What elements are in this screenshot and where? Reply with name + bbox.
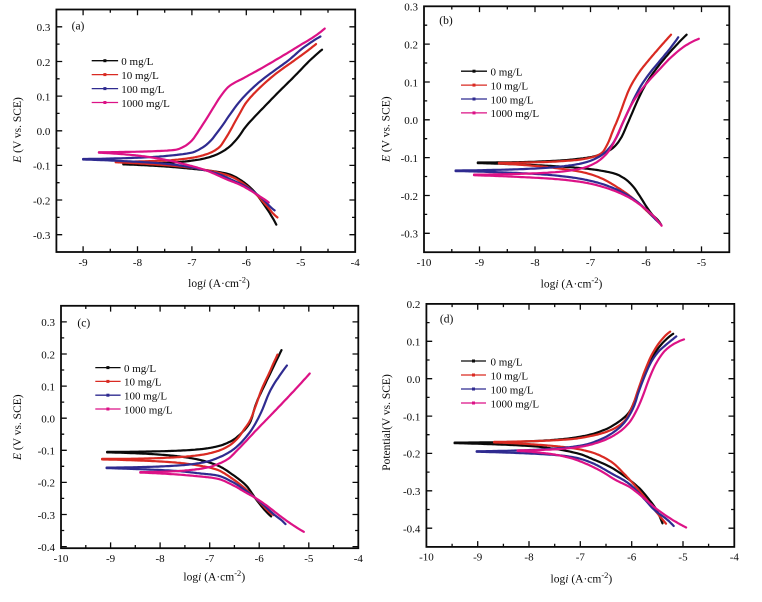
svg-text:logi (A·cm-2): logi (A·cm-2)	[188, 275, 250, 291]
svg-text:0.1: 0.1	[41, 381, 55, 393]
svg-text:-9: -9	[475, 257, 485, 269]
svg-text:-4: -4	[730, 552, 740, 564]
svg-text:0.2: 0.2	[404, 39, 418, 51]
svg-text:0.2: 0.2	[37, 57, 51, 69]
svg-text:0.1: 0.1	[407, 337, 421, 349]
svg-text:-0.3: -0.3	[403, 486, 421, 498]
svg-text:(a): (a)	[72, 21, 85, 33]
svg-text:-8: -8	[156, 553, 166, 565]
svg-text:-0.2: -0.2	[33, 195, 50, 207]
svg-text:0.0: 0.0	[404, 115, 418, 127]
svg-text:-0.4: -0.4	[38, 542, 56, 554]
svg-text:10 mg/L: 10 mg/L	[124, 377, 162, 389]
svg-text:-5: -5	[678, 552, 688, 564]
svg-text:-5: -5	[697, 257, 707, 269]
svg-text:-10: -10	[417, 257, 432, 269]
svg-text:-6: -6	[255, 553, 265, 565]
svg-text:logi (A·cm-2): logi (A·cm-2)	[183, 568, 245, 584]
svg-text:-0.4: -0.4	[403, 524, 421, 536]
svg-text:100 mg/L: 100 mg/L	[491, 384, 534, 396]
svg-text:(c): (c)	[77, 318, 90, 330]
svg-text:-0.2: -0.2	[401, 191, 418, 203]
svg-text:0 mg/L: 0 mg/L	[491, 67, 523, 79]
svg-text:(d): (d)	[440, 314, 454, 326]
svg-text:1000 mg/L: 1000 mg/L	[124, 404, 173, 416]
svg-text:E (V vs. SCE): E (V vs. SCE)	[12, 97, 24, 164]
svg-text:-6: -6	[242, 257, 252, 269]
svg-text:100 mg/L: 100 mg/L	[491, 94, 534, 106]
svg-text:-6: -6	[641, 257, 651, 269]
svg-text:logi (A·cm-2): logi (A·cm-2)	[541, 275, 603, 291]
svg-text:-0.1: -0.1	[38, 446, 55, 458]
svg-text:(b): (b)	[439, 15, 453, 27]
svg-text:1000 mg/L: 1000 mg/L	[121, 98, 170, 110]
svg-text:-6: -6	[627, 552, 637, 564]
svg-text:1000 mg/L: 1000 mg/L	[491, 108, 540, 120]
svg-text:0.2: 0.2	[41, 349, 55, 361]
svg-text:0.1: 0.1	[37, 91, 51, 103]
svg-text:-4: -4	[354, 553, 364, 565]
svg-text:0.0: 0.0	[407, 374, 421, 386]
svg-text:10 mg/L: 10 mg/L	[491, 370, 529, 382]
svg-text:0 mg/L: 0 mg/L	[121, 56, 153, 68]
svg-text:10 mg/L: 10 mg/L	[121, 70, 159, 82]
svg-text:-0.3: -0.3	[401, 229, 419, 241]
svg-text:-8: -8	[524, 552, 534, 564]
svg-text:-8: -8	[530, 257, 540, 269]
svg-text:100 mg/L: 100 mg/L	[121, 84, 164, 96]
svg-text:logi (A·cm-2): logi (A·cm-2)	[551, 570, 613, 586]
svg-text:E (V vs. SCE): E (V vs. SCE)	[12, 394, 24, 461]
svg-text:0.0: 0.0	[37, 126, 51, 138]
svg-text:-7: -7	[576, 552, 586, 564]
svg-text:-9: -9	[106, 553, 116, 565]
svg-text:-8: -8	[133, 257, 143, 269]
svg-text:-0.1: -0.1	[401, 153, 418, 165]
svg-text:-7: -7	[187, 257, 197, 269]
svg-text:0.3: 0.3	[37, 22, 51, 34]
svg-text:0.0: 0.0	[41, 414, 55, 426]
svg-text:-0.1: -0.1	[33, 161, 50, 173]
svg-text:-0.2: -0.2	[38, 478, 55, 490]
svg-text:Potential(V vs. SCE): Potential(V vs. SCE)	[381, 374, 393, 471]
svg-text:0.3: 0.3	[404, 2, 418, 14]
svg-text:-7: -7	[586, 257, 596, 269]
svg-text:0 mg/L: 0 mg/L	[491, 356, 523, 368]
svg-text:100 mg/L: 100 mg/L	[124, 391, 167, 403]
svg-text:-0.3: -0.3	[33, 230, 51, 242]
svg-text:-0.1: -0.1	[403, 411, 420, 423]
svg-text:1000 mg/L: 1000 mg/L	[491, 398, 540, 410]
svg-text:-7: -7	[205, 553, 215, 565]
svg-text:-9: -9	[79, 257, 89, 269]
svg-text:0.3: 0.3	[41, 317, 55, 329]
svg-text:-0.3: -0.3	[38, 510, 56, 522]
svg-text:-10: -10	[54, 553, 69, 565]
svg-text:0 mg/L: 0 mg/L	[124, 363, 156, 375]
svg-text:-10: -10	[419, 552, 434, 564]
svg-text:-5: -5	[296, 257, 306, 269]
svg-text:-5: -5	[304, 553, 314, 565]
svg-text:-0.2: -0.2	[403, 449, 420, 461]
svg-text:10 mg/L: 10 mg/L	[491, 80, 529, 92]
svg-text:0.2: 0.2	[407, 299, 421, 311]
svg-text:0.1: 0.1	[404, 77, 418, 89]
svg-text:E (V vs. SCE): E (V vs. SCE)	[381, 96, 393, 163]
svg-text:-9: -9	[473, 552, 483, 564]
svg-text:-4: -4	[351, 257, 361, 269]
